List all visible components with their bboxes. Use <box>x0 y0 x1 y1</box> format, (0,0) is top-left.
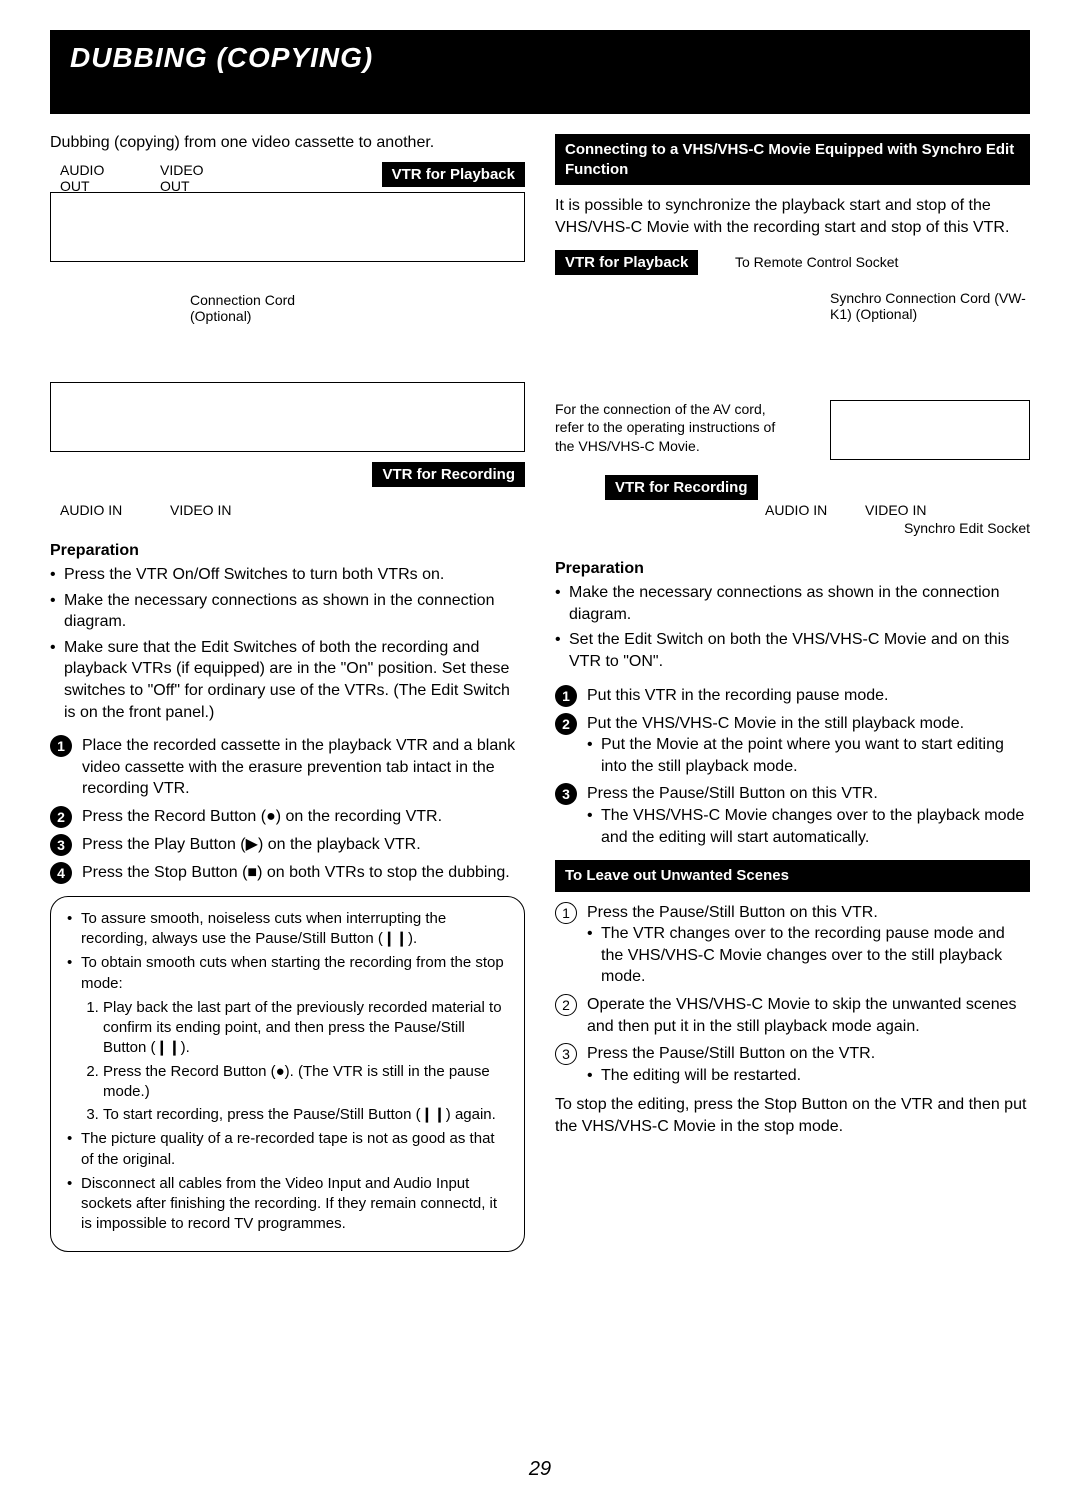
page-title: DUBBING (COPYING) <box>70 42 1010 74</box>
c-step-2: 2 Operate the VHS/VHS-C Movie to skip th… <box>555 994 1030 1037</box>
synchro-subheading: Connecting to a VHS/VHS-C Movie Equipped… <box>555 134 1030 185</box>
step-body: Press the Pause/Still Button on the VTR.… <box>587 1043 1030 1086</box>
step-sub: Put the Movie at the point where you wan… <box>587 734 1030 777</box>
closing-text: To stop the editing, press the Stop Butt… <box>555 1094 1030 1137</box>
tip: To obtain smooth cuts when starting the … <box>67 953 508 1125</box>
page-number: 29 <box>0 1458 1080 1481</box>
step-text: Press the Stop Button (■) on both VTRs t… <box>82 862 525 884</box>
r-step-3: 3 Press the Pause/Still Button on this V… <box>555 783 1030 848</box>
tips-box: To assure smooth, noiseless cuts when in… <box>50 896 525 1252</box>
dubbing-diagram: AUDIO OUT VIDEO OUT VTR for Playback Con… <box>50 162 525 522</box>
edit-socket-label: Synchro Edit Socket <box>904 520 1030 536</box>
prep-bullet: Make the necessary connections as shown … <box>555 582 1030 625</box>
vtr-playback-label: VTR for Playback <box>382 162 525 187</box>
tip-steps: Play back the last part of the previousl… <box>81 998 508 1126</box>
synchro-cord-label: Synchro Connection Cord (VW-K1) (Optiona… <box>830 290 1030 322</box>
prep-bullets: Press the VTR On/Off Switches to turn bo… <box>50 564 525 723</box>
c-step-3: 3 Press the Pause/Still Button on the VT… <box>555 1043 1030 1086</box>
step-2: 2 Press the Record Button (●) on the rec… <box>50 806 525 828</box>
right-intro: It is possible to synchronize the playba… <box>555 195 1030 238</box>
vtr-recording-box <box>830 400 1030 460</box>
step-sub: The VTR changes over to the recording pa… <box>587 923 1030 988</box>
step-number-icon: 2 <box>555 713 577 735</box>
synchro-diagram: VTR for Playback To Remote Control Socke… <box>555 250 1030 540</box>
vtr-recording-box <box>50 382 525 452</box>
tip: The picture quality of a re-recorded tap… <box>67 1129 508 1170</box>
vtr-playback-label: VTR for Playback <box>555 250 698 275</box>
step-1: 1 Place the recorded cassette in the pla… <box>50 735 525 800</box>
tip-step: To start recording, press the Pause/Stil… <box>103 1105 508 1125</box>
tip-step: Play back the last part of the previousl… <box>103 998 508 1059</box>
step-text: Press the Play Button (▶) on the playbac… <box>82 834 525 856</box>
tip: Disconnect all cables from the Video Inp… <box>67 1174 508 1235</box>
circled-number-icon: 2 <box>555 994 577 1016</box>
step-number-icon: 3 <box>555 783 577 805</box>
preparation-title: Preparation <box>50 542 525 560</box>
step-body: Press the Pause/Still Button on this VTR… <box>587 902 1030 988</box>
r-step-1: 1 Put this VTR in the recording pause mo… <box>555 685 1030 707</box>
vtr-recording-label: VTR for Recording <box>372 462 525 487</box>
tip-text: To obtain smooth cuts when starting the … <box>81 954 504 991</box>
prep-bullet: Press the VTR On/Off Switches to turn bo… <box>50 564 525 586</box>
prep-bullet: Set the Edit Switch on both the VHS/VHS-… <box>555 629 1030 672</box>
leave-out-subheading: To Leave out Unwanted Scenes <box>555 860 1030 892</box>
video-out-label: VIDEO OUT <box>160 162 220 194</box>
step-sub: The VHS/VHS-C Movie changes over to the … <box>587 805 1030 848</box>
step-number-icon: 3 <box>50 834 72 856</box>
audio-in-label: AUDIO IN <box>60 502 122 518</box>
step-number-icon: 2 <box>50 806 72 828</box>
step-text: Press the Pause/Still Button on this VTR… <box>587 902 1030 924</box>
connection-cord-label: Connection Cord (Optional) <box>190 292 350 324</box>
preparation-title-right: Preparation <box>555 560 1030 578</box>
step-sub: The editing will be restarted. <box>587 1065 1030 1087</box>
circled-number-icon: 3 <box>555 1043 577 1065</box>
step-text: Put the VHS/VHS-C Movie in the still pla… <box>587 713 1030 735</box>
audio-out-label: AUDIO OUT <box>60 162 120 194</box>
step-text: Place the recorded cassette in the playb… <box>82 735 525 800</box>
tip: To assure smooth, noiseless cuts when in… <box>67 909 508 950</box>
title-bar: DUBBING (COPYING) <box>50 30 1030 114</box>
step-number-icon: 1 <box>50 735 72 757</box>
remote-socket-label: To Remote Control Socket <box>735 254 898 270</box>
c-step-1: 1 Press the Pause/Still Button on this V… <box>555 902 1030 988</box>
left-column: Dubbing (copying) from one video cassett… <box>50 134 525 1252</box>
step-text: Press the Record Button (●) on the recor… <box>82 806 525 828</box>
content-columns: Dubbing (copying) from one video cassett… <box>50 134 1030 1252</box>
prep-bullet: Make sure that the Edit Switches of both… <box>50 637 525 723</box>
step-text: Press the Pause/Still Button on the VTR. <box>587 1043 1030 1065</box>
prep-bullet: Make the necessary connections as shown … <box>50 590 525 633</box>
av-note-label: For the connection of the AV cord, refer… <box>555 400 785 455</box>
step-body: Put the VHS/VHS-C Movie in the still pla… <box>587 713 1030 778</box>
step-3: 3 Press the Play Button (▶) on the playb… <box>50 834 525 856</box>
r-step-2: 2 Put the VHS/VHS-C Movie in the still p… <box>555 713 1030 778</box>
video-in-label: VIDEO IN <box>865 502 926 518</box>
tip-step: Press the Record Button (●). (The VTR is… <box>103 1062 508 1103</box>
step-body: Press the Pause/Still Button on this VTR… <box>587 783 1030 848</box>
step-text: Press the Pause/Still Button on this VTR… <box>587 783 1030 805</box>
right-column: Connecting to a VHS/VHS-C Movie Equipped… <box>555 134 1030 1252</box>
vtr-playback-box <box>50 192 525 262</box>
left-intro: Dubbing (copying) from one video cassett… <box>50 134 525 152</box>
step-number-icon: 1 <box>555 685 577 707</box>
step-text: Operate the VHS/VHS-C Movie to skip the … <box>587 994 1030 1037</box>
video-in-label: VIDEO IN <box>170 502 231 518</box>
circled-number-icon: 1 <box>555 902 577 924</box>
prep-bullets-right: Make the necessary connections as shown … <box>555 582 1030 672</box>
vtr-recording-label: VTR for Recording <box>605 475 758 500</box>
step-text: Put this VTR in the recording pause mode… <box>587 685 1030 707</box>
audio-in-label: AUDIO IN <box>765 502 827 518</box>
step-number-icon: 4 <box>50 862 72 884</box>
step-4: 4 Press the Stop Button (■) on both VTRs… <box>50 862 525 884</box>
